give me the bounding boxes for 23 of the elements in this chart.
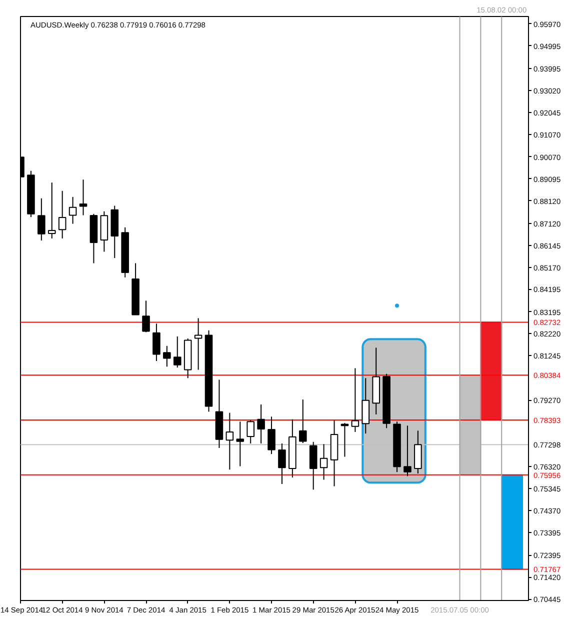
candlestick (362, 378, 370, 434)
candlestick (404, 425, 412, 477)
candlestick (268, 416, 276, 455)
candlestick (414, 430, 422, 474)
candlestick (152, 323, 160, 362)
candlestick (142, 300, 150, 333)
candlestick (68, 196, 77, 224)
candlestick (246, 420, 254, 444)
candlestick (48, 182, 56, 239)
bar (501, 474, 524, 570)
candlestick (38, 198, 46, 241)
candlestick (226, 412, 234, 470)
candlestick (79, 179, 88, 216)
candlestick (257, 404, 265, 444)
candlestick (236, 421, 244, 467)
candlestick (351, 368, 360, 432)
candlestick (278, 442, 286, 485)
candlestick (173, 336, 182, 368)
candlestick (320, 444, 328, 480)
candlestick (298, 399, 307, 444)
candlestick (163, 345, 171, 368)
candlestick (309, 441, 318, 490)
candlestick (58, 190, 66, 239)
